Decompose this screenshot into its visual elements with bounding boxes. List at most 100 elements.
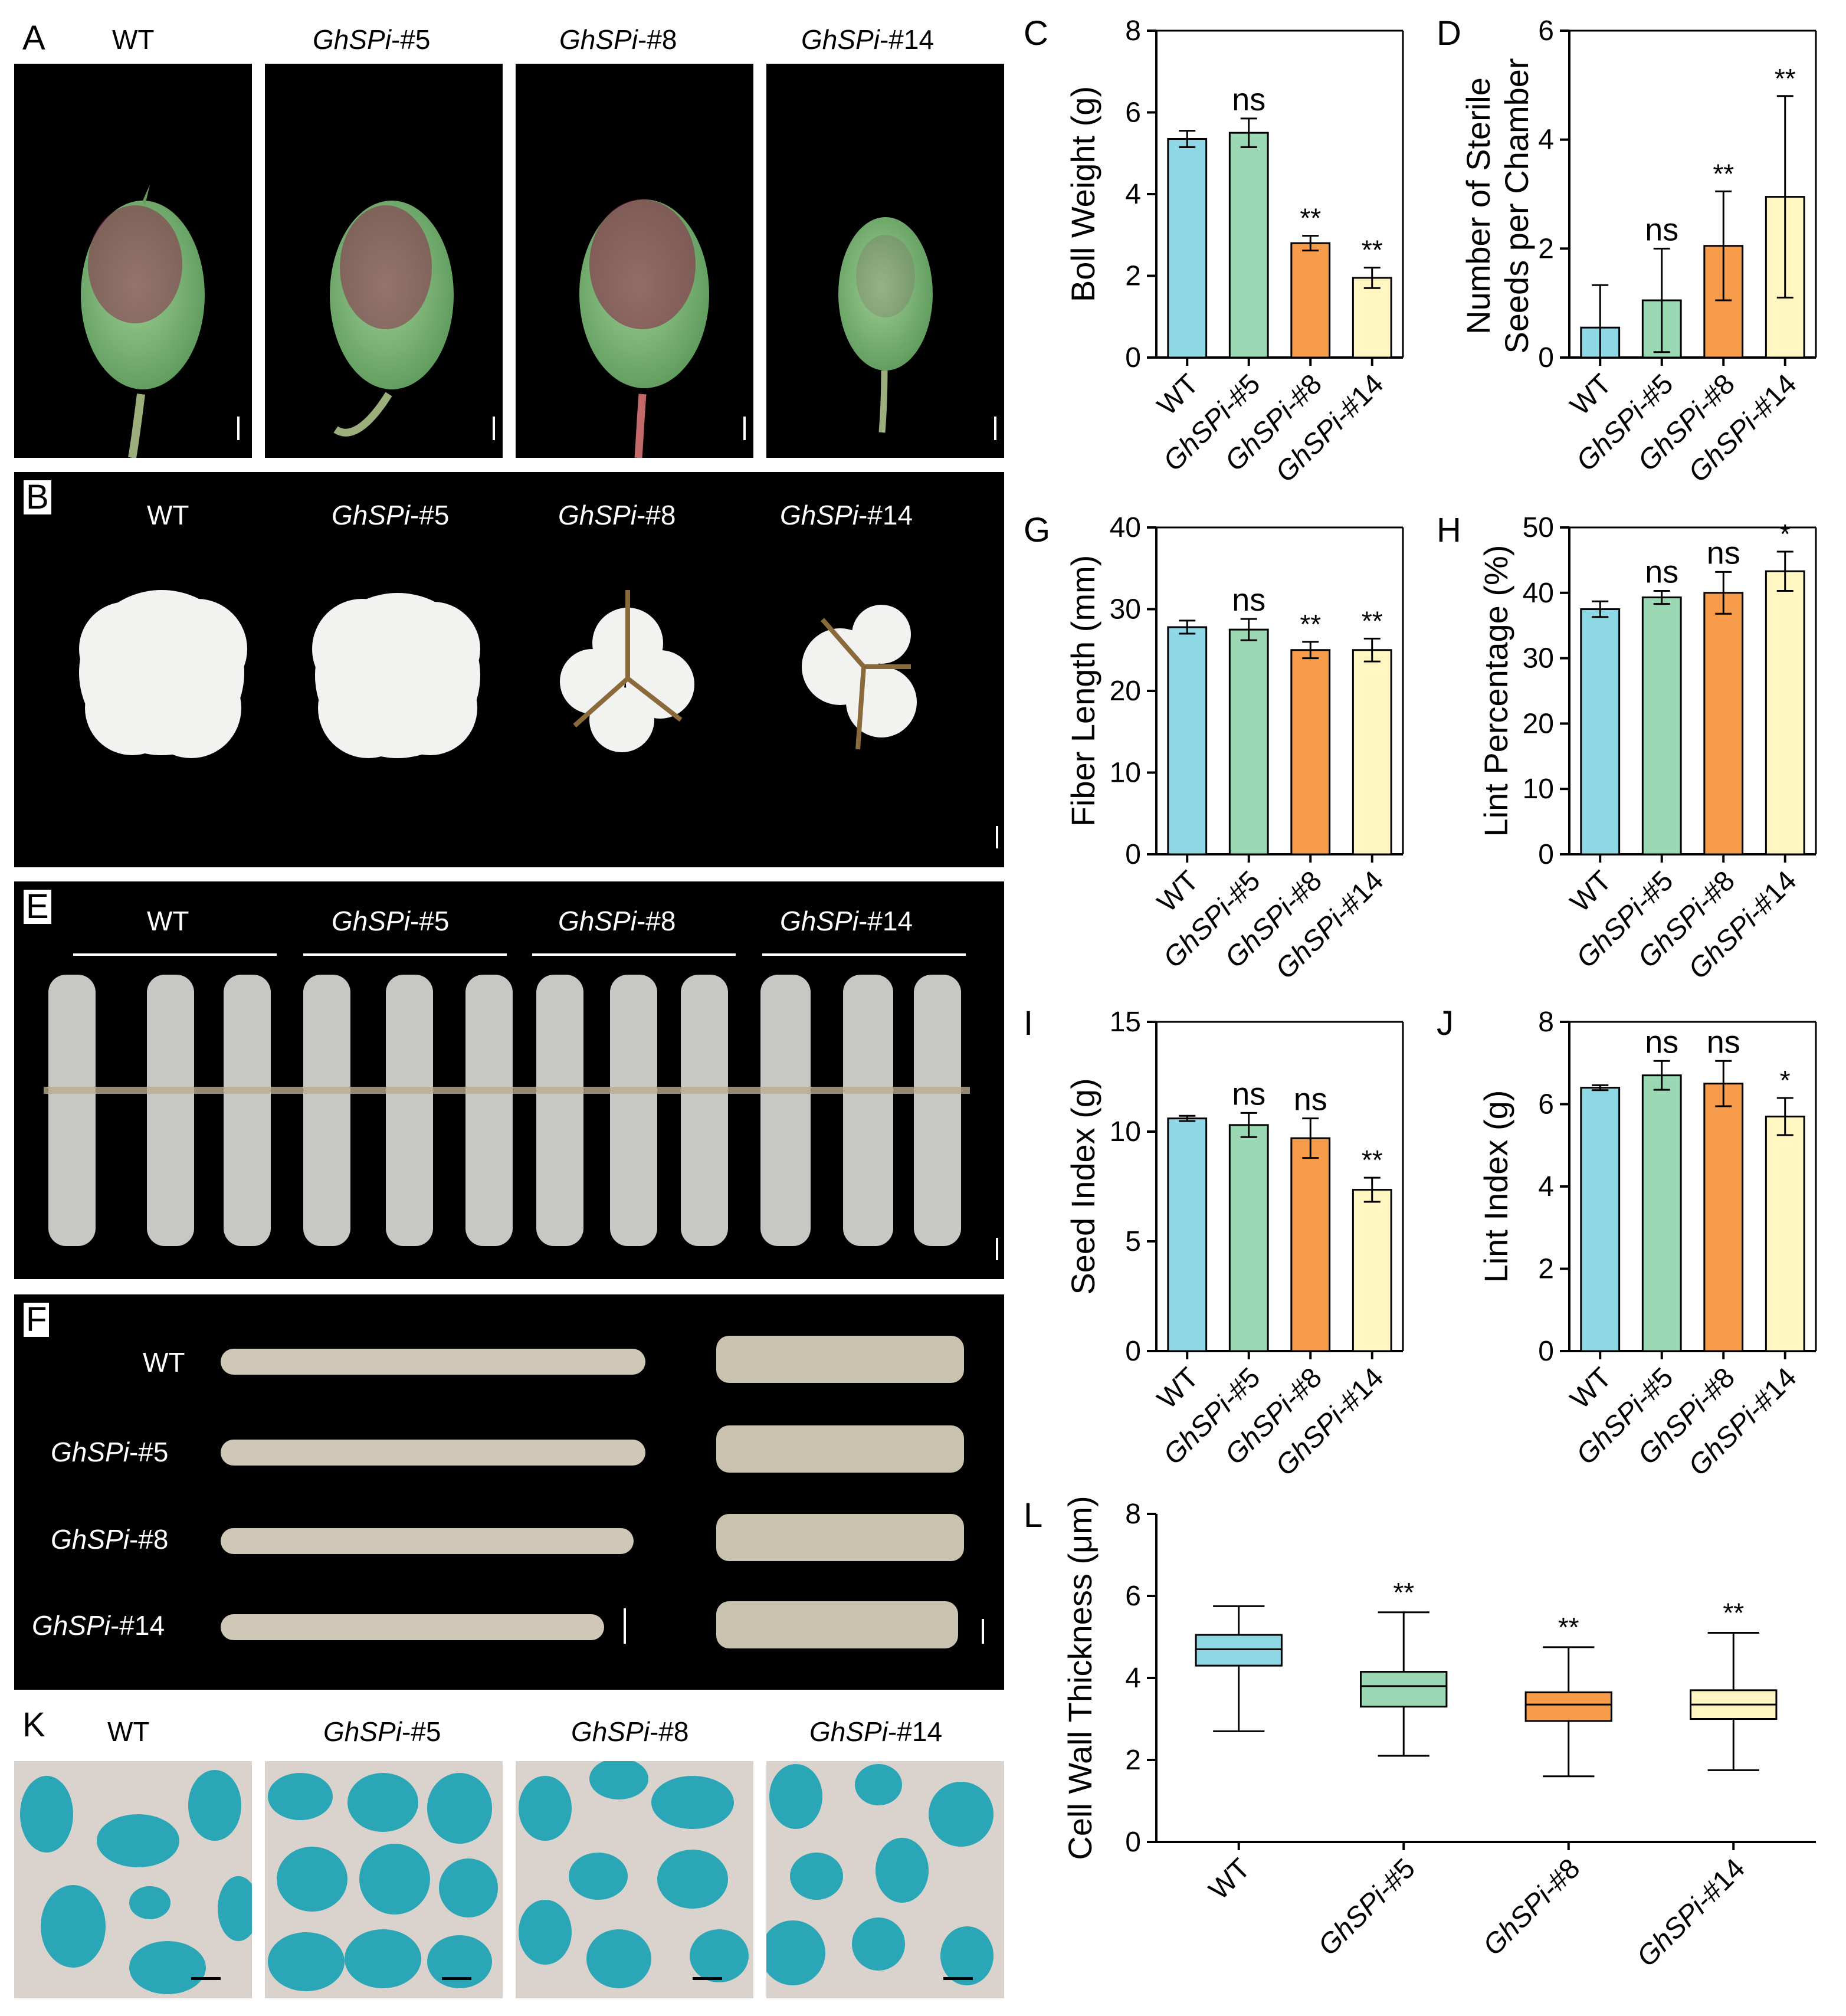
photo-f-seeds: F WT GhSPi-#5 GhSPi-#8 GhSPi-#14 (14, 1294, 1004, 1690)
chart-i-xtick-label-2-italic: GhSPi (1219, 1390, 1300, 1471)
genotype-label-f-wt: WT (143, 1347, 185, 1378)
chart-c-xtick-label-3: GhSPi-#14 (1270, 368, 1390, 489)
chart-g-xtick-label-1-suffix: -#5 (1215, 865, 1267, 916)
chart-j-sig-2: ns (1707, 1024, 1740, 1060)
chart-j-ytick-label-4: 8 (1538, 1007, 1554, 1038)
photo-e-seeds-fiber: E WT GhSPi-#5 GhSPi-#8 GhSPi-#14 (14, 881, 1004, 1279)
chart-d-xtick-label-2-suffix: -#8 (1690, 368, 1741, 419)
chart-d-ytick-label-1: 2 (1538, 233, 1554, 264)
panel-label-d: D (1437, 14, 1461, 53)
chart-i-bar-1 (1228, 1124, 1269, 1352)
chart-h-xtick-label-1: GhSPi-#5 (1570, 865, 1680, 974)
chart-d-ylabel-line2: Seeds per Chamber (1498, 58, 1535, 353)
chart-d-xtick-label-3-suffix: -#14 (1740, 368, 1802, 430)
chart-i-bar-0 (1167, 1117, 1208, 1352)
chart-c-xtick-label-1-suffix: -#5 (1215, 368, 1267, 419)
chart-h-ylabel: Lint Percentage (%) (1477, 545, 1514, 837)
chart-i-ytick-label-3: 15 (1110, 1007, 1141, 1038)
chart-g-ytick-label-2: 20 (1110, 676, 1141, 707)
chart-g-xtick-label-3-suffix: -#14 (1327, 865, 1389, 927)
chart-j-xtick-label-3-suffix: -#14 (1740, 1362, 1802, 1424)
chart-c-xtick-label-2-suffix: -#8 (1277, 368, 1328, 419)
chart-g-bar-0 (1167, 626, 1208, 855)
chart-h-xtick-label-3: GhSPi-#14 (1683, 865, 1803, 985)
boll-l8 (579, 199, 746, 458)
chart-j-xtick-label-1: GhSPi-#5 (1570, 1362, 1680, 1471)
combed-seeds (44, 975, 998, 1260)
chart-i-xtick-label-3-suffix: -#14 (1327, 1362, 1389, 1424)
panel-label-h: H (1437, 511, 1461, 549)
chart-l-box-3 (1690, 1689, 1778, 1720)
chart-l-xtick-label-3-suffix: -#14 (1689, 1853, 1751, 1915)
panel-label-l: L (1024, 1496, 1043, 1535)
chart-j-ytick-label-0: 0 (1538, 1336, 1554, 1367)
chart-g-bar-3 (1352, 649, 1392, 855)
chart-h-xtick-label-2-italic: GhSPi (1632, 893, 1713, 974)
genotype-label-b-wt: WT (147, 500, 189, 530)
chart-h-xtick-label-0: WT (1565, 865, 1618, 918)
genotype-label-b-l5: GhSPi-#5 (332, 500, 450, 530)
genotype-label-a-l14: GhSPi-#14 (801, 24, 935, 55)
cells-l14 (766, 1764, 994, 1985)
open-bolls (79, 590, 998, 848)
chart-j-bar-3 (1765, 1115, 1805, 1352)
chart-d-ytick-label-2: 4 (1538, 124, 1554, 156)
chart-l-ytick-label-4: 8 (1125, 1499, 1141, 1530)
chart-i-bar-3 (1352, 1189, 1392, 1352)
chart-d-ytick-label-3: 6 (1538, 15, 1554, 47)
chart-c-ylabel: Boll Weight (g) (1064, 86, 1101, 302)
chart-g-bar-1 (1228, 628, 1269, 855)
chart-i-xtick-label-1: GhSPi-#5 (1158, 1362, 1267, 1471)
chart-g-ytick-label-4: 40 (1110, 512, 1141, 543)
chart-c-xtick-label-0: WT (1152, 368, 1205, 421)
chart-c-bar-1 (1228, 132, 1269, 359)
chart-j-xtick-label-0-suffix: WT (1565, 1362, 1618, 1415)
chart-d-ytick-label-0: 0 (1538, 342, 1554, 373)
genotype-label-e-wt: WT (147, 906, 189, 936)
chart-d-sig-3: ** (1775, 63, 1796, 94)
chart-j-ytick-label-2: 4 (1538, 1171, 1554, 1202)
chart-l-box-2 (1524, 1691, 1612, 1722)
chart-l-ytick-label-2: 4 (1125, 1663, 1141, 1694)
chart-i-sig-2: ns (1294, 1082, 1327, 1117)
chart-h-bar-3 (1765, 570, 1805, 855)
chart-h-ytick-label-4: 40 (1523, 578, 1554, 609)
chart-j-xtick-label-3: GhSPi-#14 (1683, 1362, 1803, 1482)
chart-g-sig-3: ** (1362, 605, 1383, 636)
cells-wt (20, 1770, 252, 1994)
chart-d-sig-2: ** (1713, 158, 1734, 189)
chart-j-sig-1: ns (1645, 1024, 1678, 1060)
genotype-label-f-l8: GhSPi-#8 (51, 1524, 169, 1555)
chart-h-sig-1: ns (1645, 554, 1678, 589)
chart-g-sig-2: ** (1300, 609, 1321, 640)
chart-l-xtick-label-1-italic: GhSPi (1312, 1881, 1393, 1962)
chart-c-xtick-label-3-suffix: -#14 (1327, 368, 1389, 430)
genotype-label-f-l14: GhSPi-#14 (32, 1610, 165, 1641)
panel-label-g: G (1024, 511, 1051, 549)
chart-d-xtick-label-2-italic: GhSPi (1632, 396, 1713, 477)
chart-c-ytick-label-2: 4 (1125, 179, 1141, 210)
chart-g-xtick-label-3: GhSPi-#14 (1270, 865, 1390, 985)
genotype-label-e-l5: GhSPi-#5 (332, 906, 450, 936)
chart-h-bar-1 (1641, 596, 1682, 855)
photo-b-open-bolls: B WT GhSPi-#5 GhSPi-#8 GhSPi-#14 (14, 472, 1004, 867)
genotype-label-e-l14: GhSPi-#14 (780, 906, 913, 936)
chart-g-ytick-label-1: 10 (1110, 758, 1141, 789)
genotype-label-a-l5: GhSPi-#5 (313, 24, 431, 55)
photo-k-l8-cells (516, 1761, 753, 1998)
chart-g-ytick-label-3: 30 (1110, 594, 1141, 625)
chart-c-bar-2 (1290, 242, 1331, 359)
panel-label-f: F (24, 1303, 50, 1337)
chart-d-bar-3 (1765, 196, 1805, 359)
chart-g-sig-1: ns (1232, 582, 1265, 618)
chart-l-box-1 (1360, 1671, 1448, 1708)
group-line-e-l14 (762, 953, 966, 956)
chart-j-xtick-label-3-italic: GhSPi (1683, 1401, 1763, 1482)
chart-i-ytick-label-0: 0 (1125, 1336, 1141, 1367)
genotype-label-a-wt: WT (112, 24, 155, 55)
chart-j-xtick-label-2-suffix: -#8 (1690, 1362, 1741, 1413)
chart-d-bar-1 (1641, 299, 1682, 359)
chart-i-sig-3: ** (1362, 1145, 1383, 1175)
